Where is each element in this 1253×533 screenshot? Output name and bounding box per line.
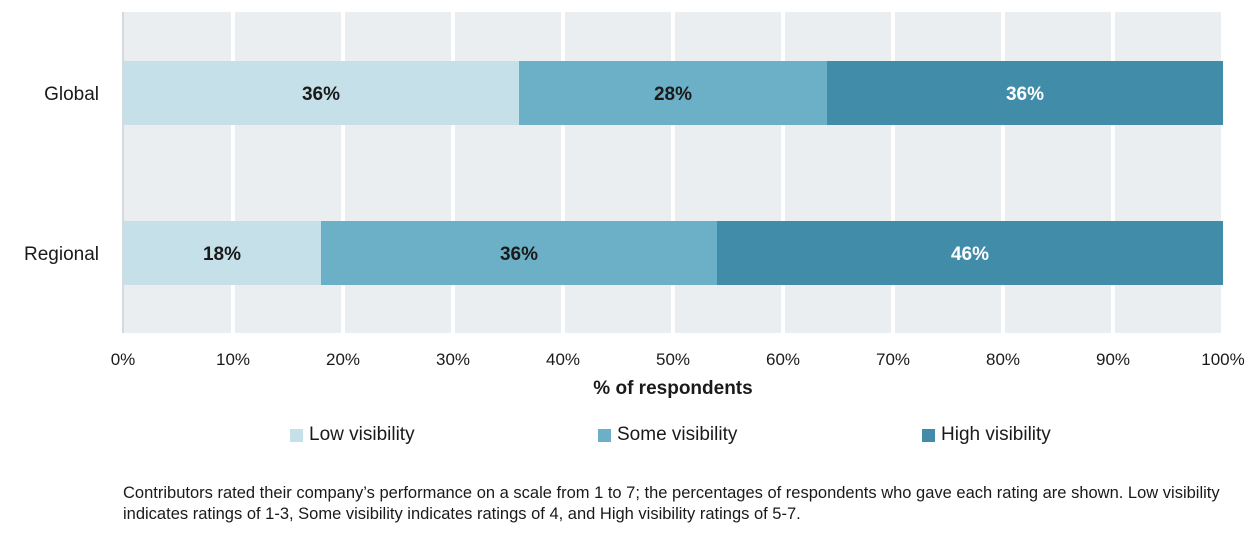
x-tick-label: 70% (876, 350, 910, 369)
x-tick-label: 100% (1201, 350, 1244, 369)
x-tick-label: 50% (656, 350, 690, 369)
category-label: Global (44, 84, 99, 105)
data-label: 36% (500, 244, 538, 265)
legend-swatch-high (922, 428, 935, 442)
x-tick-label: 10% (216, 350, 250, 369)
footnote: Contributors rated their company’s perfo… (123, 484, 1220, 523)
stacked-bar-chart: 36% 28% 36% Global 18% 36% 46% Regional 0% 10% 20%… (24, 12, 1245, 399)
bar-global-high-visibility (827, 61, 1223, 125)
legend-item-some: Some visibility (598, 424, 737, 446)
x-tick-label: 0% (111, 350, 136, 369)
data-label: 18% (203, 244, 241, 265)
data-label: 28% (654, 84, 692, 105)
legend-label-high: High visibility (941, 424, 1051, 445)
legend-item-low: Low visibility (290, 424, 415, 446)
bar-regional-low-visibility (123, 221, 321, 285)
bar-regional-high-visibility (717, 221, 1223, 285)
data-label: 36% (1006, 84, 1044, 105)
bar-global-low-visibility (123, 61, 519, 125)
legend-item-high: High visibility (922, 424, 1051, 446)
x-tick-label: 60% (766, 350, 800, 369)
legend-swatch-some (598, 428, 611, 442)
legend-swatch-low (290, 428, 303, 442)
legend: Low visibility Some visibility High visi… (0, 424, 1253, 452)
legend-label-low: Low visibility (309, 424, 415, 445)
category-label: Regional (24, 244, 99, 265)
bar-global-some-visibility (519, 61, 827, 125)
data-label: 46% (951, 244, 989, 265)
legend-label-some: Some visibility (617, 424, 738, 445)
x-tick-label: 30% (436, 350, 470, 369)
bar-regional-some-visibility (321, 221, 717, 285)
x-axis-title: % of respondents (593, 378, 752, 399)
x-tick-label: 40% (546, 350, 580, 369)
x-tick-label: 90% (1096, 350, 1130, 369)
data-label: 36% (302, 84, 340, 105)
x-tick-label: 20% (326, 350, 360, 369)
x-tick-label: 80% (986, 350, 1020, 369)
